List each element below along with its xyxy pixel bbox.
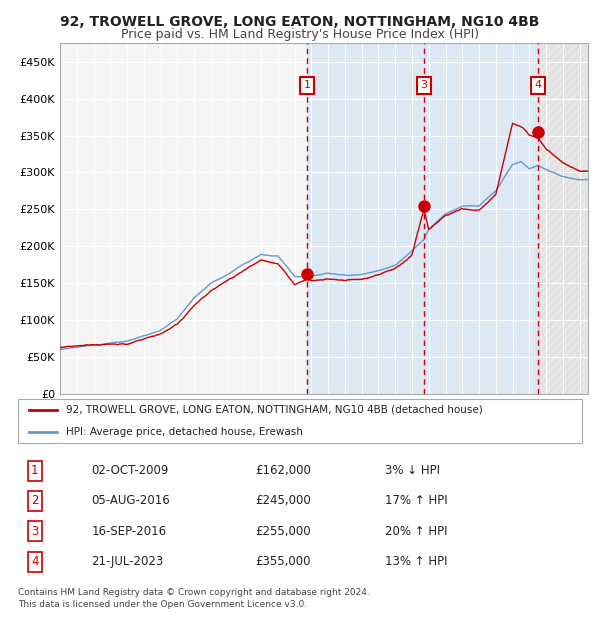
Text: 92, TROWELL GROVE, LONG EATON, NOTTINGHAM, NG10 4BB: 92, TROWELL GROVE, LONG EATON, NOTTINGHA… — [61, 16, 539, 30]
Text: 3: 3 — [421, 81, 427, 91]
Text: 92, TROWELL GROVE, LONG EATON, NOTTINGHAM, NG10 4BB (detached house): 92, TROWELL GROVE, LONG EATON, NOTTINGHA… — [66, 405, 482, 415]
Bar — [538, 43, 588, 394]
Text: 17% ↑ HPI: 17% ↑ HPI — [385, 495, 447, 507]
FancyBboxPatch shape — [18, 399, 582, 443]
Text: £245,000: £245,000 — [255, 495, 311, 507]
Text: This data is licensed under the Open Government Licence v3.0.: This data is licensed under the Open Gov… — [18, 600, 307, 609]
Text: £255,000: £255,000 — [255, 525, 311, 538]
Text: 1: 1 — [304, 81, 311, 91]
Text: 20% ↑ HPI: 20% ↑ HPI — [385, 525, 447, 538]
Text: 02-OCT-2009: 02-OCT-2009 — [91, 464, 169, 477]
Text: 1: 1 — [31, 464, 38, 477]
Text: Price paid vs. HM Land Registry's House Price Index (HPI): Price paid vs. HM Land Registry's House … — [121, 28, 479, 41]
Text: £355,000: £355,000 — [255, 555, 310, 568]
Text: 21-JUL-2023: 21-JUL-2023 — [91, 555, 164, 568]
Text: 3: 3 — [31, 525, 38, 538]
Text: 3% ↓ HPI: 3% ↓ HPI — [385, 464, 440, 477]
Text: 4: 4 — [31, 555, 38, 568]
Text: 05-AUG-2016: 05-AUG-2016 — [91, 495, 170, 507]
Text: HPI: Average price, detached house, Erewash: HPI: Average price, detached house, Erew… — [66, 427, 303, 437]
Text: £162,000: £162,000 — [255, 464, 311, 477]
Text: 4: 4 — [535, 81, 542, 91]
Text: 2: 2 — [31, 495, 38, 507]
Text: Contains HM Land Registry data © Crown copyright and database right 2024.: Contains HM Land Registry data © Crown c… — [18, 588, 370, 597]
Bar — [307, 43, 538, 394]
Text: 13% ↑ HPI: 13% ↑ HPI — [385, 555, 447, 568]
Text: 16-SEP-2016: 16-SEP-2016 — [91, 525, 166, 538]
